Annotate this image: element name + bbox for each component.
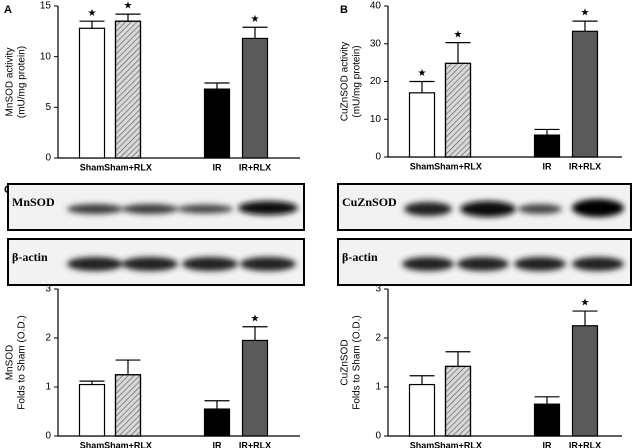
significance-marker: ★: [454, 29, 463, 40]
y-tick-label: 10: [370, 114, 382, 125]
blot-label: MnSOD: [12, 195, 55, 209]
bar: [203, 408, 231, 437]
error-bar: [115, 13, 141, 22]
blot-bands: [67, 257, 296, 271]
error-bar: [534, 396, 560, 405]
bar: [408, 383, 436, 437]
error-bar: [445, 351, 471, 367]
y-axis-label: (mU/mg protein): [352, 45, 363, 117]
significance-marker: ★: [251, 313, 260, 324]
error-bar: [79, 20, 105, 29]
error-bar: [115, 359, 141, 375]
y-axis-label: Folds to Sham (O.D.): [17, 315, 28, 409]
y-tick-label: 0: [375, 152, 381, 163]
y-axis-label: (mU/mg protein): [17, 46, 28, 118]
y-axis-label: CuZnSOD: [340, 339, 351, 385]
error-bar: [242, 326, 268, 341]
y-tick-label: 3: [45, 284, 51, 295]
x-tick-label: Sham: [80, 440, 105, 448]
x-tick-label: Sham+RLX: [434, 161, 482, 171]
bar-hatch: [444, 365, 472, 437]
blot-panel: MnSOD β-actin: [7, 183, 305, 286]
y-axis-label: MnSOD: [5, 345, 16, 381]
y-tick-label: 5: [45, 102, 51, 113]
bar: [571, 325, 599, 437]
y-tick-label: 2: [375, 333, 381, 344]
bar-hatch: [114, 20, 142, 159]
y-tick-label: 0: [45, 431, 51, 442]
bar: [241, 37, 269, 159]
significance-marker: ★: [88, 8, 97, 19]
error-bar: [204, 400, 230, 410]
x-tick-label: Sham: [80, 162, 105, 172]
error-bar: [534, 128, 560, 136]
error-bar: [445, 42, 471, 64]
blot-bands: [404, 199, 624, 217]
significance-marker: ★: [124, 1, 133, 12]
bar: [533, 403, 561, 437]
error-bar: [79, 380, 105, 385]
y-tick-label: 1: [45, 382, 51, 393]
x-tick-label: IR+RLX: [569, 161, 601, 171]
bar: [241, 339, 269, 437]
x-tick-label: IR: [543, 161, 553, 171]
x-tick-label: IR: [543, 440, 553, 448]
error-bar: [242, 26, 268, 39]
y-tick-label: 0: [375, 431, 381, 442]
x-tick-label: IR+RLX: [569, 440, 601, 448]
x-tick-label: IR+RLX: [239, 162, 271, 172]
significance-marker: ★: [418, 68, 427, 79]
panel-letter: A: [4, 4, 12, 16]
bar-hatch: [444, 62, 472, 158]
significance-marker: ★: [251, 14, 260, 25]
y-tick-label: 15: [40, 1, 52, 12]
x-tick-label: IR: [213, 162, 223, 172]
x-tick-label: Sham: [410, 440, 435, 448]
x-tick-label: IR: [213, 440, 223, 448]
y-axis-label: MnSOD activity: [5, 48, 16, 117]
y-tick-label: 30: [370, 38, 382, 49]
x-tick-label: Sham+RLX: [104, 440, 152, 448]
y-tick-label: 10: [40, 51, 52, 62]
panel-letter: B: [340, 4, 348, 16]
y-axis-label: CuZnSOD activity: [340, 42, 351, 121]
bar: [571, 30, 599, 158]
x-tick-label: IR+RLX: [239, 440, 271, 448]
blot-label: β-actin: [12, 250, 48, 264]
y-tick-label: 40: [370, 1, 382, 12]
blot-label: β-actin: [342, 250, 378, 264]
blot-bands: [67, 201, 298, 215]
bar: [408, 92, 436, 158]
bar: [78, 383, 106, 437]
significance-marker: ★: [581, 8, 590, 19]
x-tick-label: Sham+RLX: [434, 440, 482, 448]
error-bar: [204, 82, 230, 90]
y-tick-label: 1: [375, 382, 381, 393]
error-bar: [572, 310, 598, 326]
x-tick-label: Sham: [410, 161, 435, 171]
error-bar: [572, 20, 598, 32]
bar-hatch: [114, 374, 142, 437]
error-bar: [409, 375, 435, 385]
bar: [533, 134, 561, 158]
bar: [78, 27, 106, 159]
y-tick-label: 2: [45, 333, 51, 344]
y-axis-label: Folds to Sham (O.D.): [352, 315, 363, 409]
significance-marker: ★: [581, 298, 590, 309]
y-tick-label: 3: [375, 284, 381, 295]
y-tick-label: 0: [45, 153, 51, 164]
blot-label: CuZnSOD: [342, 195, 397, 209]
blot-panel: CuZnSOD β-actin: [337, 183, 632, 286]
blot-bands: [402, 257, 624, 271]
x-tick-label: Sham+RLX: [104, 162, 152, 172]
y-tick-label: 20: [370, 76, 382, 87]
error-bar: [409, 80, 435, 93]
bar: [203, 88, 231, 159]
